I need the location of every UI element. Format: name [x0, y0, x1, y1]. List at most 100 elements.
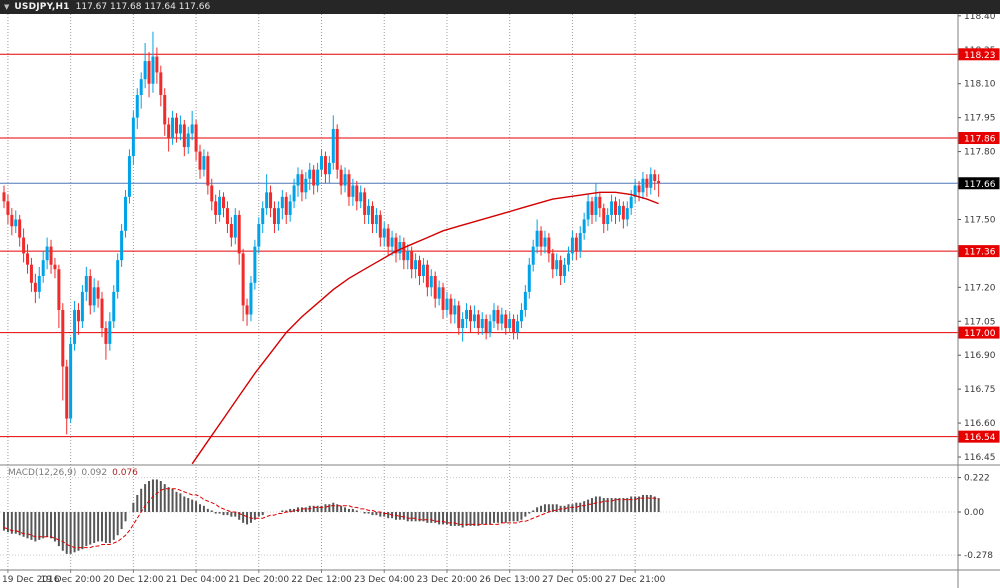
candle [135, 95, 139, 118]
candle [394, 237, 398, 254]
candle [355, 185, 359, 202]
candle [582, 219, 586, 234]
candle [186, 133, 190, 148]
candle [155, 56, 159, 73]
candle [370, 205, 374, 224]
candle [178, 124, 182, 134]
candle [276, 208, 280, 224]
candle [261, 208, 265, 224]
candle [53, 264, 57, 270]
candle [233, 214, 237, 238]
candle [163, 95, 167, 125]
price-axis-label: 117.20 [964, 283, 996, 293]
candle [382, 228, 386, 238]
candle [265, 192, 269, 209]
candle [406, 251, 410, 261]
candle [414, 260, 418, 270]
time-axis-label: 21 Dec 04:00 [166, 575, 227, 585]
ohlc-quote-label: 117.67 117.68 117.64 117.66 [75, 2, 211, 12]
time-axis-label: 19 Dec 2016 [2, 575, 60, 585]
candle [190, 124, 194, 134]
price-badge-label: 117.36 [964, 248, 996, 258]
candle [437, 287, 441, 299]
candle [26, 253, 30, 265]
candle [590, 201, 594, 215]
candle [202, 156, 206, 170]
candle [527, 264, 531, 292]
candle [594, 196, 598, 215]
price-badge-label: 117.66 [964, 180, 996, 190]
candle [508, 319, 512, 329]
macd-axis-label: 0.00 [964, 508, 984, 518]
candle [292, 185, 296, 202]
candle [367, 205, 371, 215]
candle [480, 319, 484, 329]
candle [18, 219, 22, 238]
candle [84, 276, 88, 292]
candle [472, 314, 476, 322]
candle [49, 246, 53, 265]
candle [88, 276, 92, 306]
candle [512, 319, 516, 333]
candle [327, 162, 331, 175]
candle [539, 230, 543, 247]
candle [33, 282, 37, 292]
candle [65, 366, 69, 419]
candle [516, 321, 520, 333]
candle [519, 309, 523, 322]
candle [151, 56, 155, 84]
candle [198, 151, 202, 170]
window-menu-icon[interactable]: ▼ [4, 3, 10, 11]
chart-title-bar: ▼ USDJPY,H1 117.67 117.68 117.64 117.66 [0, 0, 1000, 14]
candle [171, 117, 175, 139]
candle [351, 185, 355, 197]
candlesticks [2, 31, 661, 435]
candle [100, 298, 104, 329]
candle [343, 174, 347, 186]
candle [606, 214, 610, 224]
time-axis-label: 21 Dec 20:00 [229, 575, 290, 585]
candle [559, 260, 563, 277]
macd-signal-line [3, 488, 659, 549]
price-axis-label: 117.95 [964, 114, 996, 124]
candle [574, 237, 578, 252]
price-badge-label: 117.00 [964, 329, 996, 339]
price-level-badge [958, 245, 1000, 258]
candle [457, 305, 461, 329]
candle [147, 61, 151, 84]
candle [159, 72, 163, 96]
candle [378, 214, 382, 238]
candle [617, 205, 621, 215]
time-axis-label: 23 Dec 04:00 [354, 575, 415, 585]
candle [645, 178, 649, 188]
macd-name: MACD(12,26,9) [8, 468, 77, 478]
candle [312, 169, 316, 186]
candle [37, 276, 41, 292]
candle [441, 287, 445, 310]
candle [182, 124, 186, 148]
candle [127, 156, 131, 197]
candle [563, 264, 567, 277]
candle [10, 214, 14, 227]
candle [610, 201, 614, 215]
candle [551, 253, 555, 270]
candle [359, 192, 363, 202]
candle [174, 117, 178, 134]
candle [288, 201, 292, 215]
candle [331, 128, 335, 163]
time-axis-label: 27 Dec 21:00 [605, 575, 666, 585]
candle [418, 260, 422, 277]
price-axis-label: 117.05 [964, 317, 996, 327]
candle [629, 196, 633, 209]
candle [500, 314, 504, 324]
candle [45, 246, 49, 261]
candle [363, 192, 367, 215]
time-axis-label: 26 Dec 13:00 [479, 575, 540, 585]
macd-axis-label: 0.222 [964, 474, 990, 484]
candle [143, 61, 147, 80]
macd-indicator-label: MACD(12,26,9) 0.092 0.076 [8, 468, 138, 478]
candle [625, 208, 629, 220]
candle [488, 321, 492, 333]
